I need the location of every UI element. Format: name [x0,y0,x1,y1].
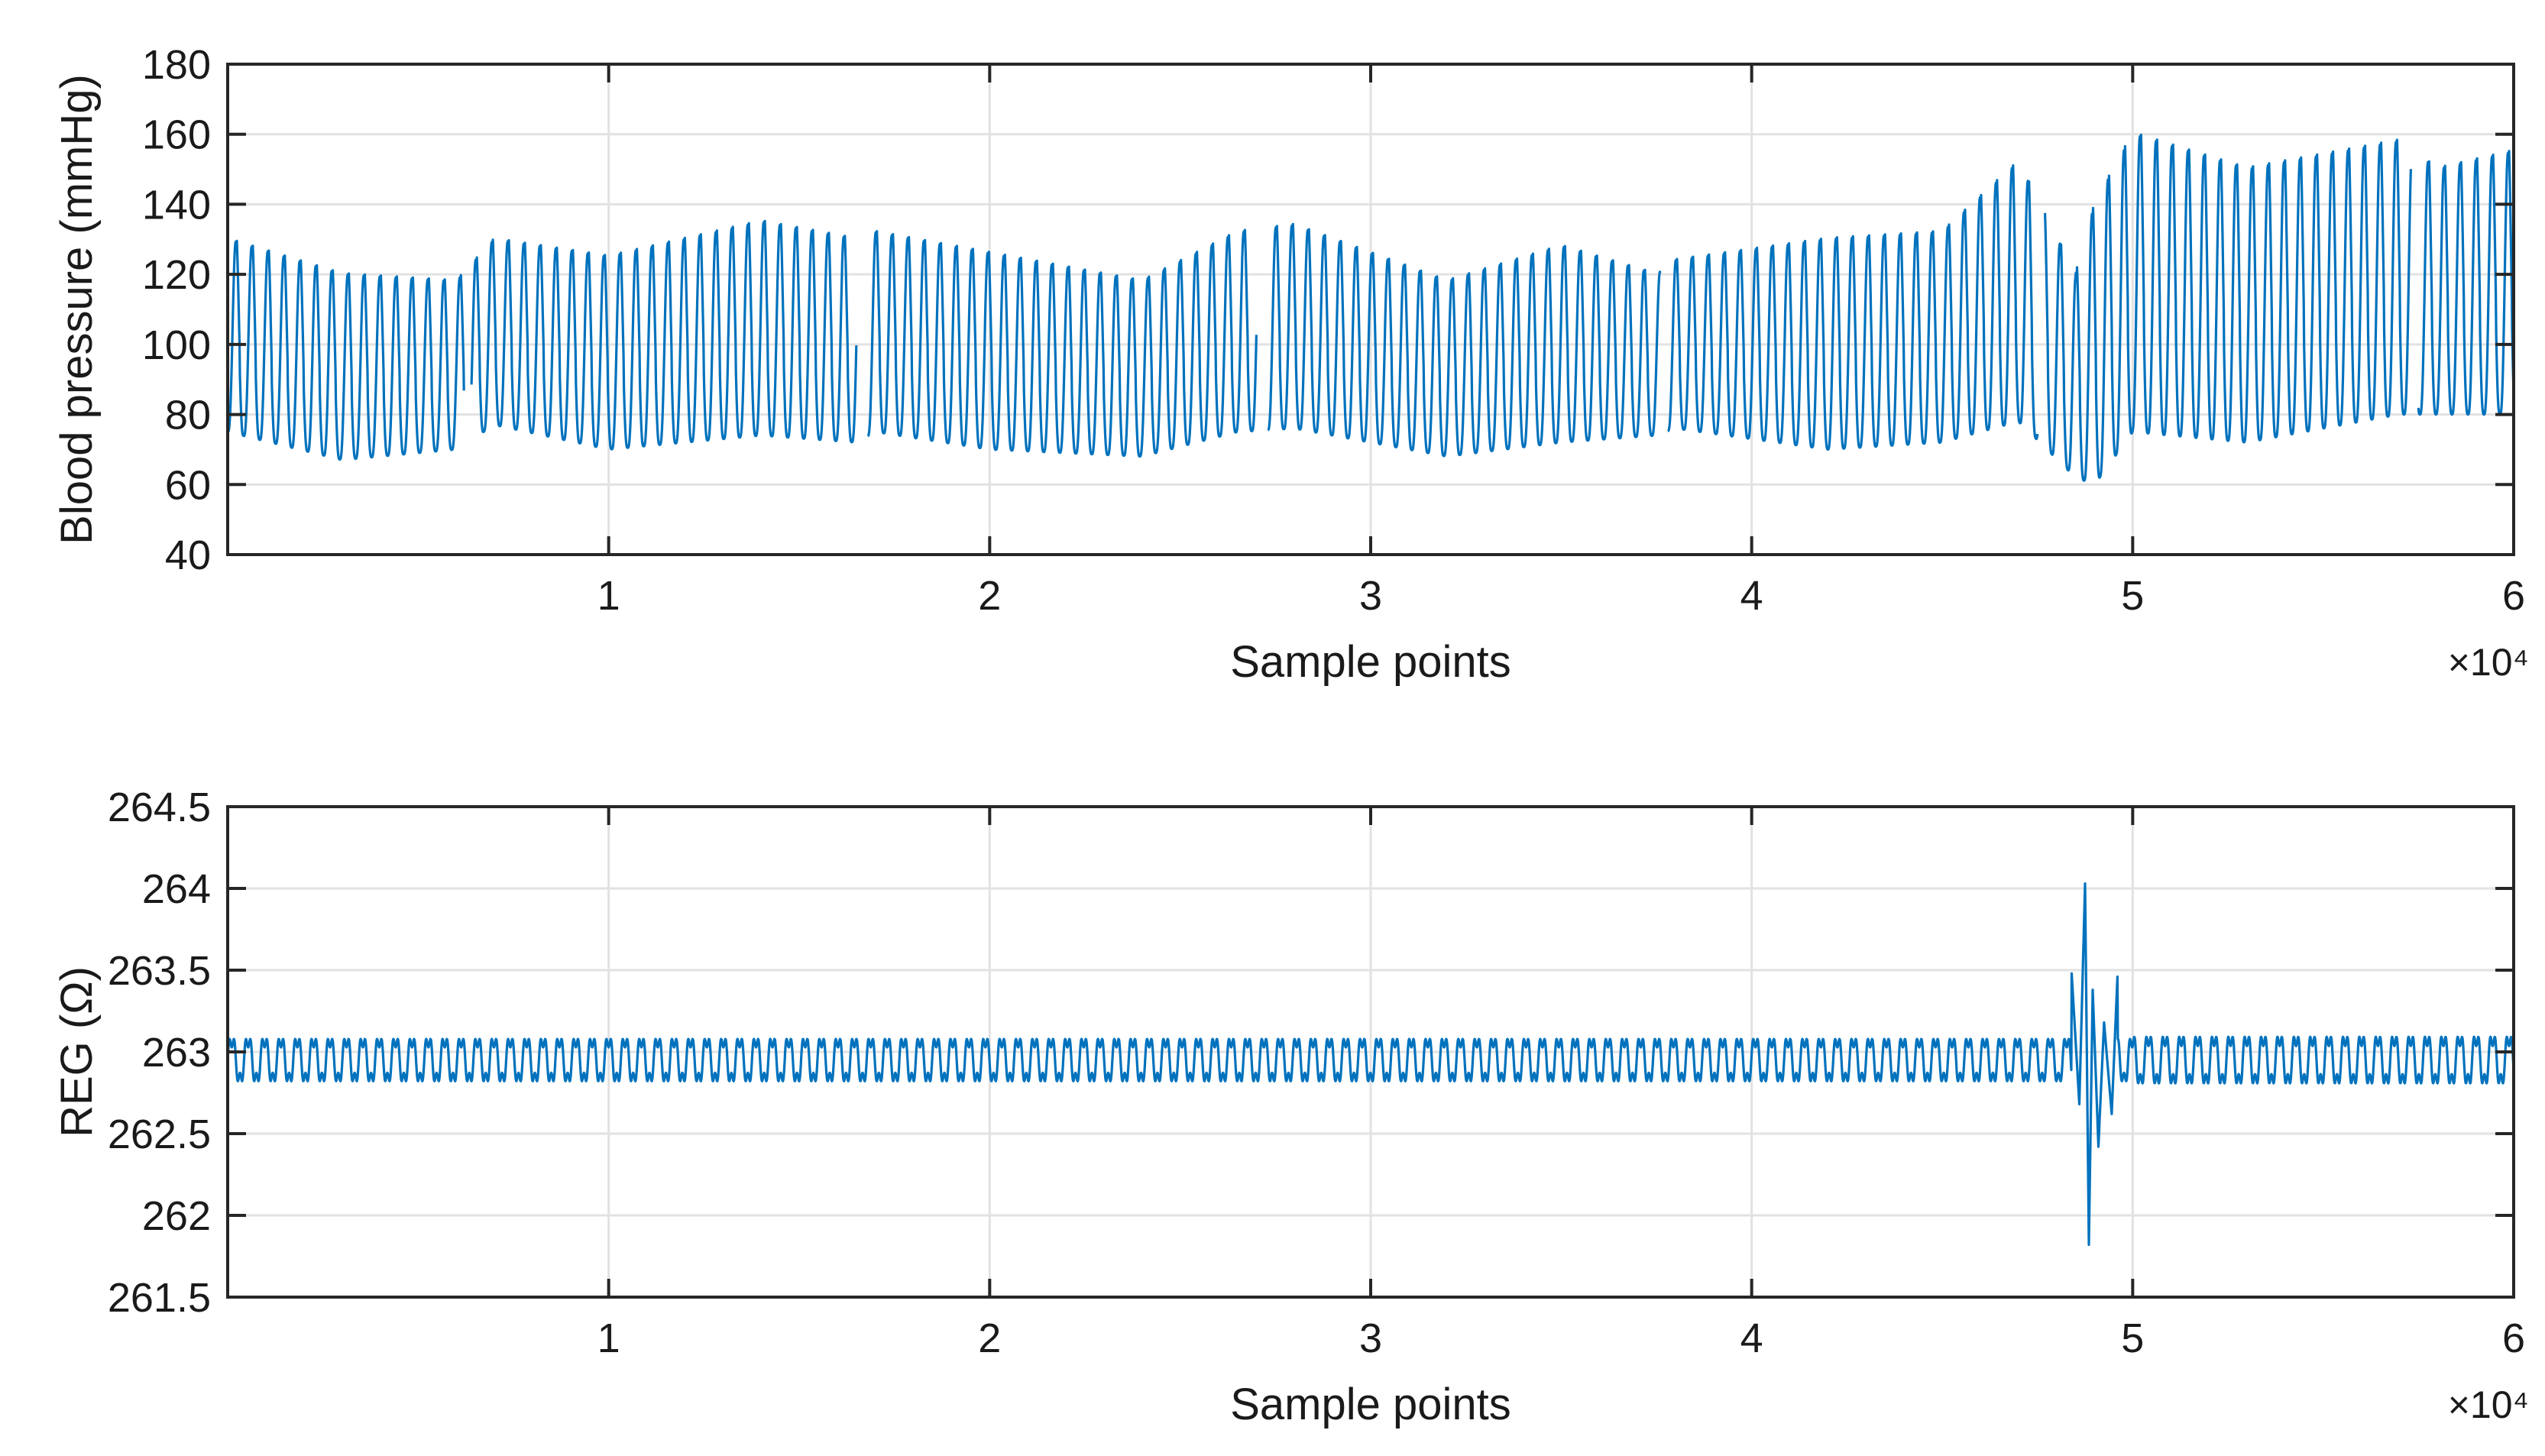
x-tick-label: 2 [978,573,1001,619]
y-tick-label: 263 [142,1030,211,1076]
blood-pressure-series-segment [1267,222,1662,458]
x-tick-label: 4 [1740,573,1763,619]
y-tick-label: 140 [142,182,211,228]
x-tick-label: 5 [2121,573,2144,619]
grid-lines [228,807,2514,1297]
tick-marks [228,805,2515,1299]
y-tick-label: 180 [142,42,211,88]
blood-pressure-chart: 1 2 3 4 5 6 40 60 80 100 120 140 160 180 Sample poin… [52,42,2529,687]
x-tick-label: 5 [2121,1315,2144,1361]
series-lines [226,133,2515,482]
tick-marks [228,63,2515,556]
y-tick-label: 261.5 [108,1275,211,1321]
x-tick-label: 6 [2502,573,2525,619]
y-tick-label: 264 [142,866,211,912]
x-tick-label: 3 [1359,1315,1382,1361]
y-tick-label: 262 [142,1193,211,1239]
blood-pressure-series-segment [1666,164,2039,451]
x-tick-label: 6 [2502,1315,2525,1361]
y-tick-labels: 40 60 80 100 120 140 160 180 [142,42,211,578]
x-tick-label: 3 [1359,573,1382,619]
x-tick-label: 1 [597,1315,620,1361]
blood-pressure-series-segment [470,219,858,451]
x-axis-label: Sample points [1230,637,1511,687]
y-tick-label: 263.5 [108,948,211,994]
y-tick-label: 80 [165,393,211,438]
y-tick-label: 160 [142,112,211,158]
blood-pressure-series-segment [2417,150,2515,416]
y-tick-label: 120 [142,252,211,298]
blood-pressure-series-segment [2044,133,2412,482]
series-lines [226,882,2515,1247]
y-tick-label: 264.5 [108,785,211,830]
y-axis-label: Blood pressure (mmHg) [52,74,102,545]
reg-chart: 1 2 3 4 5 6 261.5 262 262.5 263 263.5 264 264.5 Sam… [52,785,2529,1429]
y-tick-label: 262.5 [108,1111,211,1157]
y-axis-label: REG (Ω) [52,966,102,1137]
x-exponent-label: ×10⁴ [2448,1383,2529,1426]
y-tick-label: 100 [142,322,211,368]
x-axis-label: Sample points [1230,1380,1511,1429]
blood-pressure-series-segment [866,228,1258,458]
x-exponent-label: ×10⁴ [2448,641,2529,684]
y-tick-label: 40 [165,532,211,578]
x-tick-labels: 1 2 3 4 5 6 [597,1315,2525,1361]
x-tick-label: 2 [978,1315,1001,1361]
y-tick-labels: 261.5 262 262.5 263 263.5 264 264.5 [108,785,211,1321]
x-tick-label: 1 [597,573,620,619]
reg-series-line [226,882,2515,1247]
y-tick-label: 60 [165,462,211,508]
x-tick-label: 4 [1740,1315,1763,1361]
x-tick-labels: 1 2 3 4 5 6 [597,573,2525,619]
blood-pressure-series-segment [226,239,465,461]
